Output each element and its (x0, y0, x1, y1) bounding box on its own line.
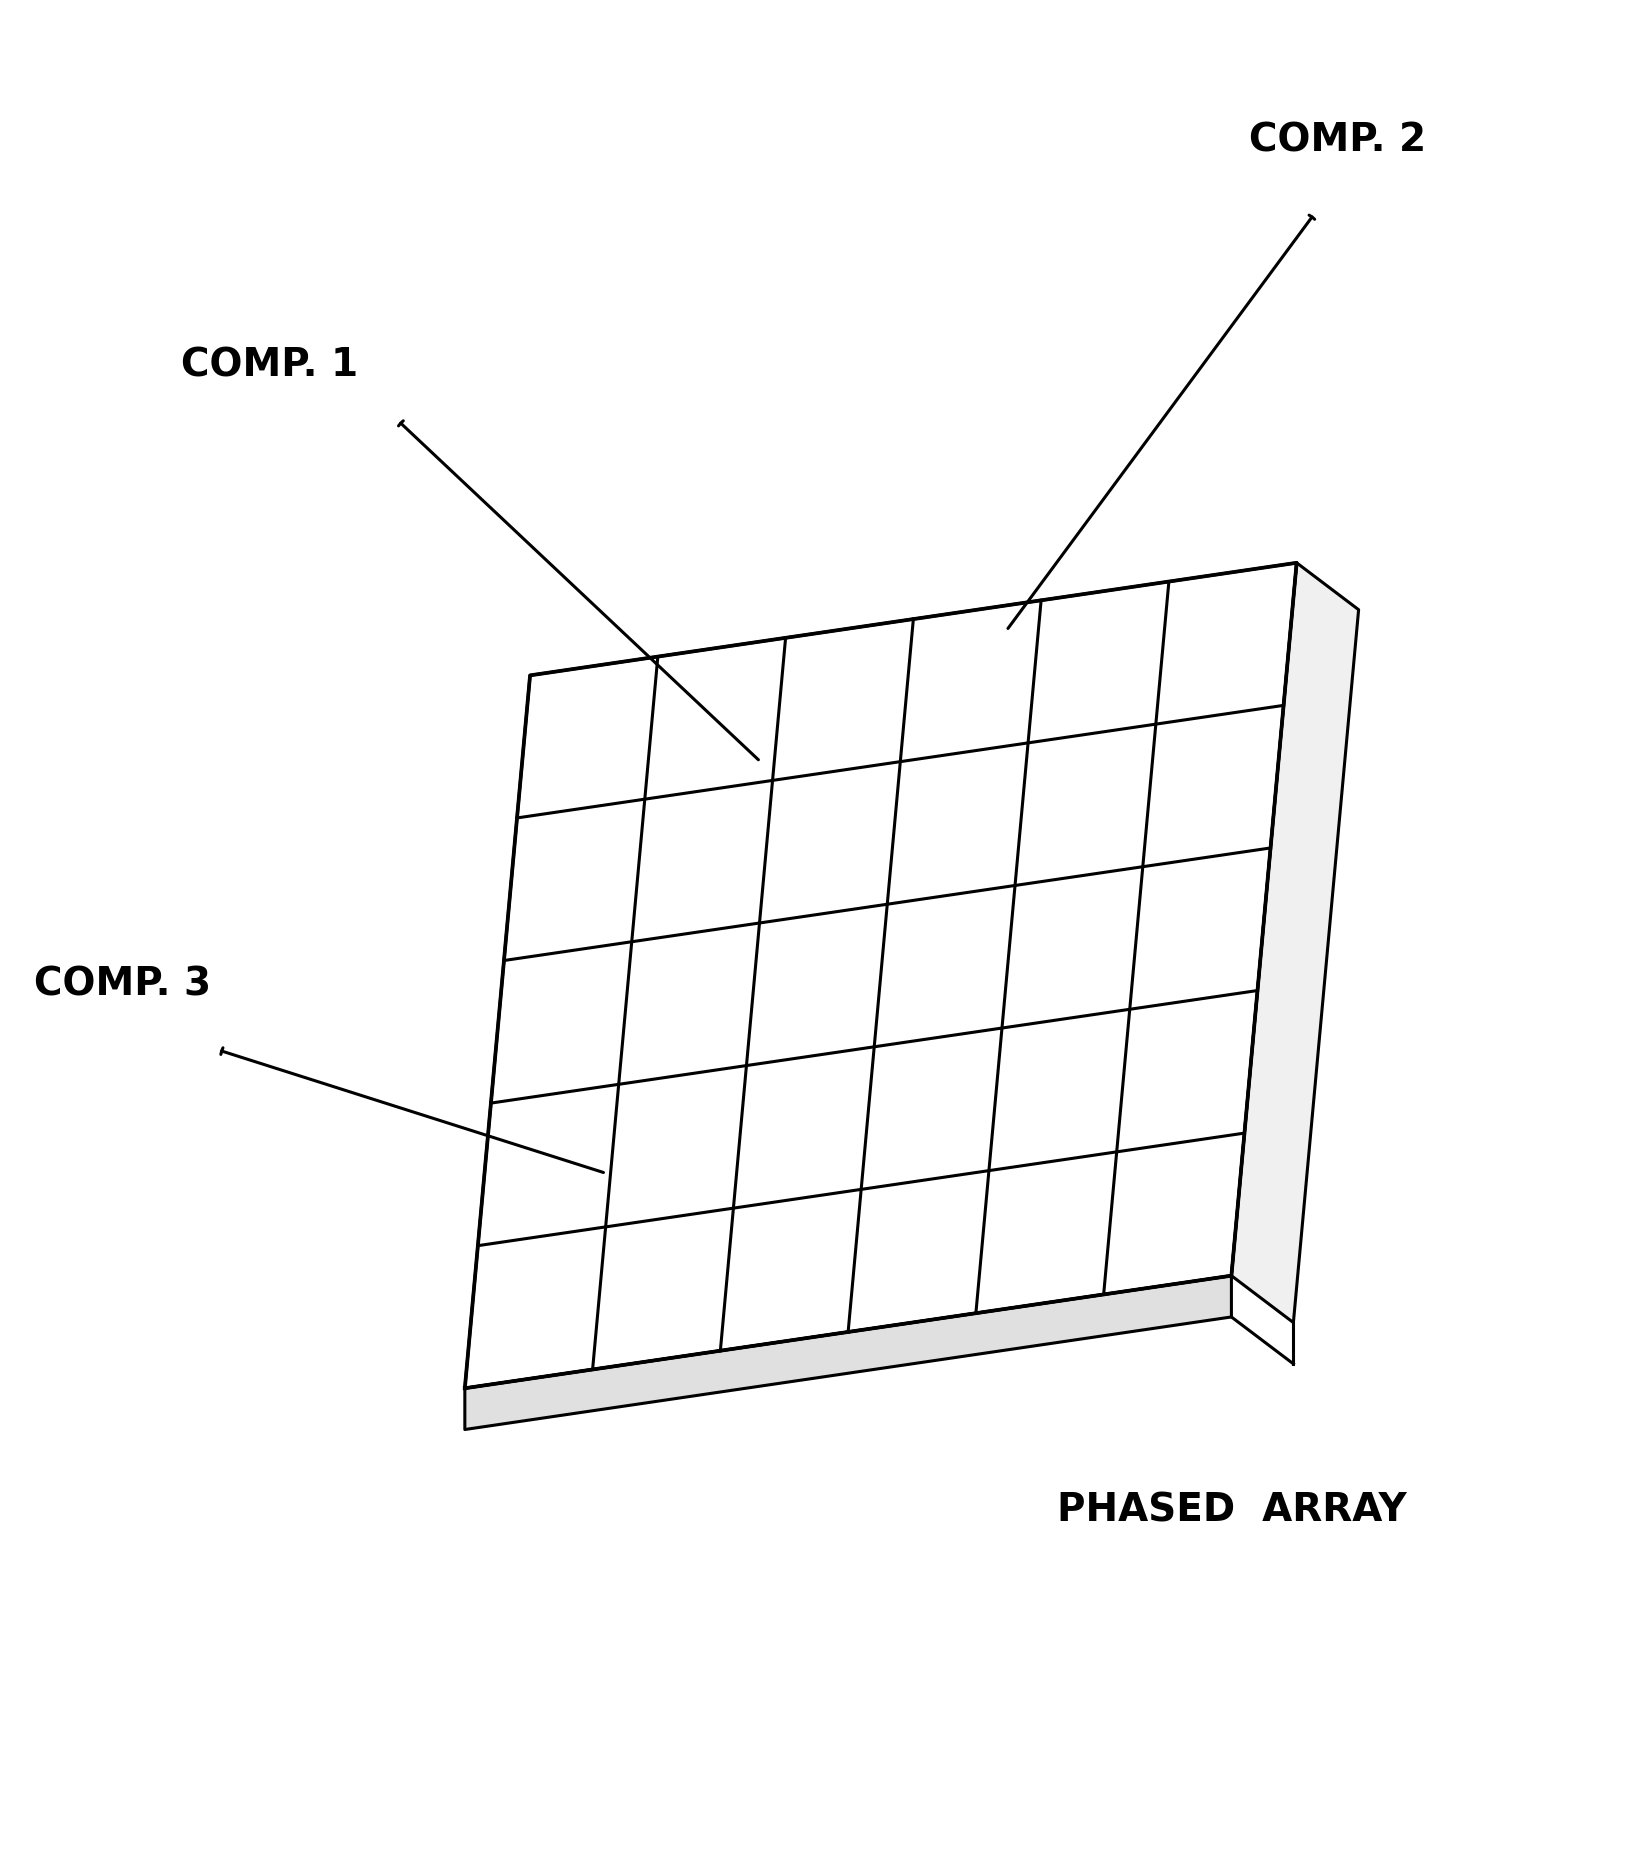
Text: COMP. 1: COMP. 1 (181, 347, 357, 385)
Polygon shape (465, 563, 1296, 1388)
Polygon shape (1231, 563, 1358, 1323)
Text: COMP. 2: COMP. 2 (1249, 122, 1425, 159)
Polygon shape (465, 1276, 1231, 1430)
Text: PHASED  ARRAY: PHASED ARRAY (1056, 1491, 1405, 1529)
Text: COMP. 3: COMP. 3 (34, 966, 210, 1004)
